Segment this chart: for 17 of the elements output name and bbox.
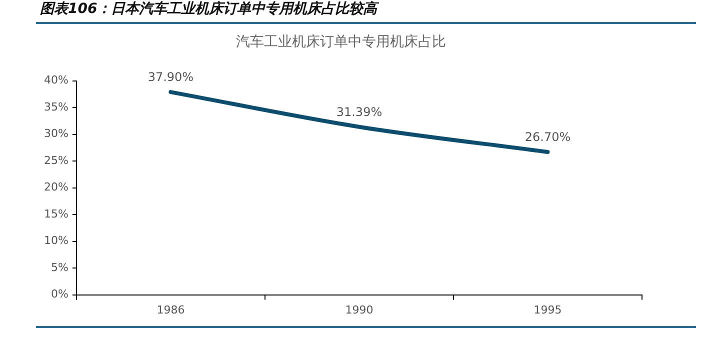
y-tick-label: 5% (50, 260, 68, 274)
chart-subtitle: 汽车工业机床订单中专用机床占比 (236, 34, 446, 50)
data-label: 31.39% (336, 104, 382, 119)
chart-title: 图表106：日本汽车工业机床订单中专用机床占比较高 (40, 1, 378, 18)
data-label: 26.70% (524, 130, 571, 144)
data-label: 37.90% (148, 70, 194, 84)
x-tick-label: 1990 (345, 303, 374, 316)
y-tick-label: 25% (44, 154, 68, 167)
y-tick-label: 15% (44, 207, 68, 220)
y-tick-label: 20% (44, 180, 68, 194)
y-tick-label: 40% (44, 74, 68, 87)
x-tick-label: 1995 (534, 303, 562, 316)
x-tick-label: 1986 (156, 303, 185, 316)
y-tick-label: 0% (50, 288, 68, 301)
y-tick-label: 30% (44, 127, 68, 140)
y-tick-label: 10% (44, 234, 68, 248)
y-tick-label: 35% (44, 100, 68, 114)
